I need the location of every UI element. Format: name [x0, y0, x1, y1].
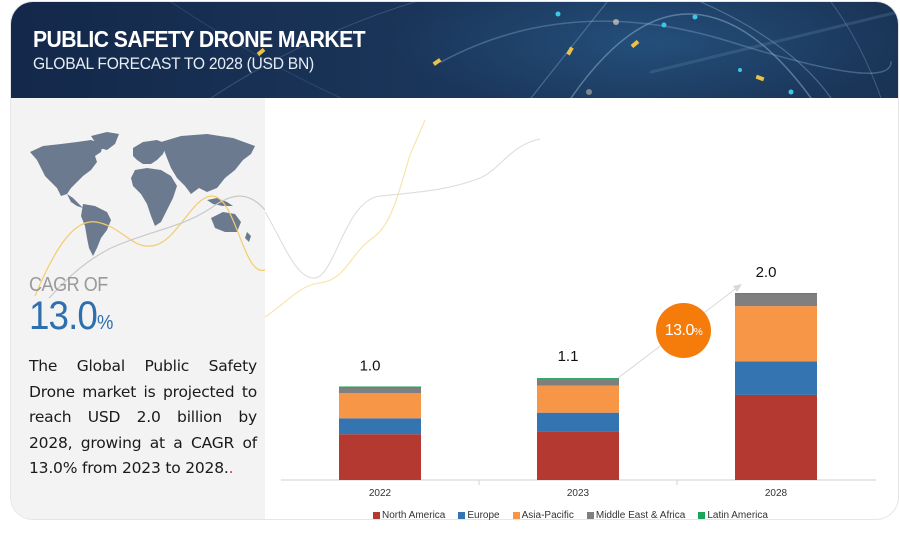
- description-text: The Global Public Safety Drone market is…: [29, 357, 257, 477]
- bar-total-label: 1.0: [360, 358, 381, 375]
- legend-swatch: [698, 511, 706, 519]
- bar-segment-middle-east-africa-2023: [537, 379, 619, 386]
- decorative-curve-yellow: [264, 119, 426, 318]
- header-banner: PUBLIC SAFETY DRONE MARKET GLOBAL FORECA…: [11, 2, 898, 98]
- x-tick-label: 2028: [765, 488, 788, 499]
- cagr-value: 13.0%: [29, 294, 113, 339]
- description-trailing-dot: .: [228, 459, 234, 477]
- growth-arrow-head: [733, 284, 742, 292]
- infographic-card: PUBLIC SAFETY DRONE MARKET GLOBAL FORECA…: [11, 2, 898, 519]
- bar-segment-latin-america-2022: [339, 386, 421, 388]
- bar-segment-europe-2022: [339, 418, 421, 435]
- legend-item: Asia-Pacific: [512, 509, 574, 521]
- bar-segment-asia-pacific-2028: [735, 306, 817, 362]
- bar-segment-middle-east-africa-2028: [735, 293, 817, 307]
- bar-total-label: 1.1: [558, 348, 579, 365]
- bar-segment-asia-pacific-2022: [339, 393, 421, 419]
- x-tick-label: 2023: [567, 488, 590, 499]
- summary-panel: CAGR OF 13.0% The Global Public Safety D…: [11, 98, 265, 519]
- bar-segment-middle-east-africa-2022: [339, 387, 421, 394]
- decorative-curve-gray: [264, 138, 541, 279]
- legend-item: Latin America: [698, 510, 768, 521]
- market-description: The Global Public Safety Drone market is…: [29, 354, 257, 482]
- legend-label: Middle East & Africa: [595, 509, 686, 521]
- bar-segment-north-america-2023: [537, 431, 619, 480]
- page-subtitle: GLOBAL FORECAST TO 2028 (USD BN): [33, 54, 314, 73]
- bar-segment-latin-america-2023: [537, 378, 619, 380]
- legend-label: Europe: [467, 509, 500, 521]
- bar-segment-north-america-2022: [339, 434, 421, 480]
- legend-swatch: [586, 511, 594, 519]
- legend-swatch: [373, 511, 380, 519]
- header-background-graphic: [170, 2, 898, 98]
- legend-item: North America: [373, 510, 445, 521]
- bar-segment-asia-pacific-2023: [537, 385, 619, 413]
- legend-swatch: [512, 511, 520, 519]
- legend-item: Middle East & Africa: [586, 509, 686, 521]
- chart-legend: North America Europe Asia-Pacific Middle Ea…: [373, 508, 768, 522]
- cagr-badge: 13.0%: [656, 303, 711, 358]
- legend-label: North America: [382, 509, 446, 521]
- bar-segment-latin-america-2028: [735, 293, 817, 294]
- page-title: PUBLIC SAFETY DRONE MARKET: [33, 26, 366, 52]
- world-map-icon: [30, 132, 265, 298]
- cagr-unit: %: [96, 312, 113, 334]
- cagr-badge-unit: %: [693, 326, 703, 338]
- bar-segment-europe-2028: [735, 361, 817, 395]
- cagr-badge-value: 13.0: [664, 321, 695, 339]
- legend-label: Asia-Pacific: [521, 509, 574, 521]
- legend-swatch: [458, 511, 466, 519]
- cagr-label: CAGR OF: [29, 274, 108, 296]
- bar-segment-europe-2023: [537, 412, 619, 432]
- cagr-number: 13.0: [29, 294, 98, 338]
- legend-item: Europe: [458, 509, 500, 521]
- x-tick-label: 2022: [369, 488, 392, 499]
- bar-total-label: 2.0: [756, 264, 777, 281]
- bar-segment-north-america-2028: [735, 394, 817, 480]
- legend-label: Latin America: [707, 509, 768, 521]
